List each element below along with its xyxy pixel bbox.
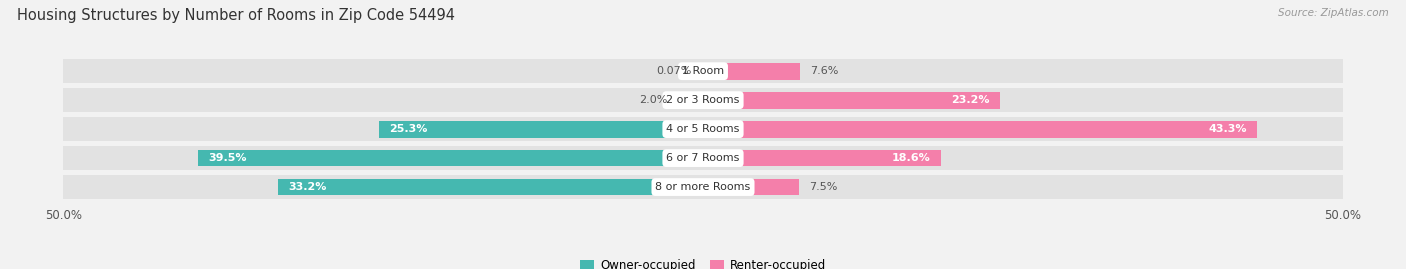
Legend: Owner-occupied, Renter-occupied: Owner-occupied, Renter-occupied [575,254,831,269]
Bar [678,92,703,109]
Text: 4 or 5 Rooms: 4 or 5 Rooms [666,124,740,134]
Text: 2.0%: 2.0% [638,95,668,105]
Text: 33.2%: 33.2% [288,182,326,192]
Bar [703,92,1000,109]
Bar [703,150,941,167]
Bar [63,59,703,83]
Bar [703,175,1343,199]
Text: 18.6%: 18.6% [891,153,931,163]
Text: 25.3%: 25.3% [389,124,427,134]
Text: 23.2%: 23.2% [950,95,990,105]
Text: 8 or more Rooms: 8 or more Rooms [655,182,751,192]
Bar [198,150,703,167]
Bar [63,146,703,170]
Bar [703,179,799,196]
Bar [63,88,703,112]
Bar [703,117,1343,141]
Text: 0.07%: 0.07% [657,66,692,76]
Text: 1 Room: 1 Room [682,66,724,76]
Bar [380,121,703,137]
Text: 2 or 3 Rooms: 2 or 3 Rooms [666,95,740,105]
Text: 7.5%: 7.5% [810,182,838,192]
Bar [703,88,1343,112]
Bar [63,175,703,199]
Text: 43.3%: 43.3% [1208,124,1247,134]
Bar [63,117,703,141]
Bar [703,121,1257,137]
Text: Source: ZipAtlas.com: Source: ZipAtlas.com [1278,8,1389,18]
Bar [278,179,703,196]
Text: 6 or 7 Rooms: 6 or 7 Rooms [666,153,740,163]
Text: 7.6%: 7.6% [810,66,839,76]
Text: 39.5%: 39.5% [208,153,246,163]
Bar [703,59,1343,83]
Bar [703,146,1343,170]
Bar [703,63,800,80]
Text: Housing Structures by Number of Rooms in Zip Code 54494: Housing Structures by Number of Rooms in… [17,8,456,23]
